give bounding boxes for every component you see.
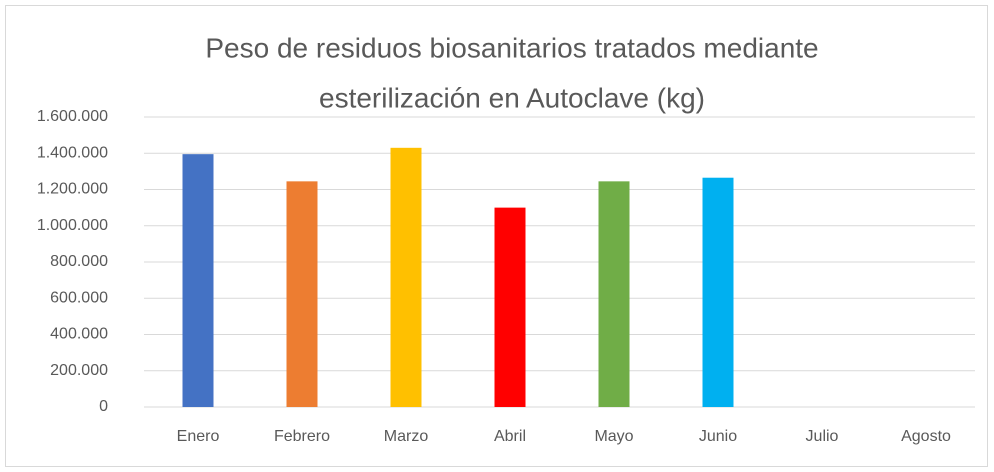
bar (286, 181, 318, 407)
x-tick-label: Abril (494, 428, 526, 445)
bar (494, 207, 526, 407)
y-tick-label: 1.000.000 (37, 217, 108, 234)
bar (182, 154, 214, 407)
y-tick-label: 800.000 (50, 253, 108, 270)
y-tick-label: 200.000 (50, 362, 108, 379)
bar (390, 147, 422, 407)
x-tick-label: Enero (177, 428, 220, 445)
x-tick-label: Febrero (274, 428, 330, 445)
chart-title: esterilización en Autoclave (kg) (319, 82, 705, 113)
y-tick-label: 1.400.000 (37, 144, 108, 161)
x-tick-label: Agosto (901, 428, 951, 445)
x-tick-label: Marzo (384, 428, 429, 445)
bar (702, 177, 734, 407)
y-tick-label: 0 (99, 398, 108, 415)
y-tick-label: 600.000 (50, 289, 108, 306)
y-tick-label: 400.000 (50, 326, 108, 343)
x-tick-label: Julio (806, 428, 839, 445)
bar (598, 181, 630, 407)
chart-title: Peso de residuos biosanitarios tratados … (205, 32, 818, 63)
y-tick-label: 1.600.000 (37, 108, 108, 125)
x-tick-label: Mayo (594, 428, 633, 445)
x-tick-label: Junio (699, 428, 737, 445)
y-tick-label: 1.200.000 (37, 181, 108, 198)
